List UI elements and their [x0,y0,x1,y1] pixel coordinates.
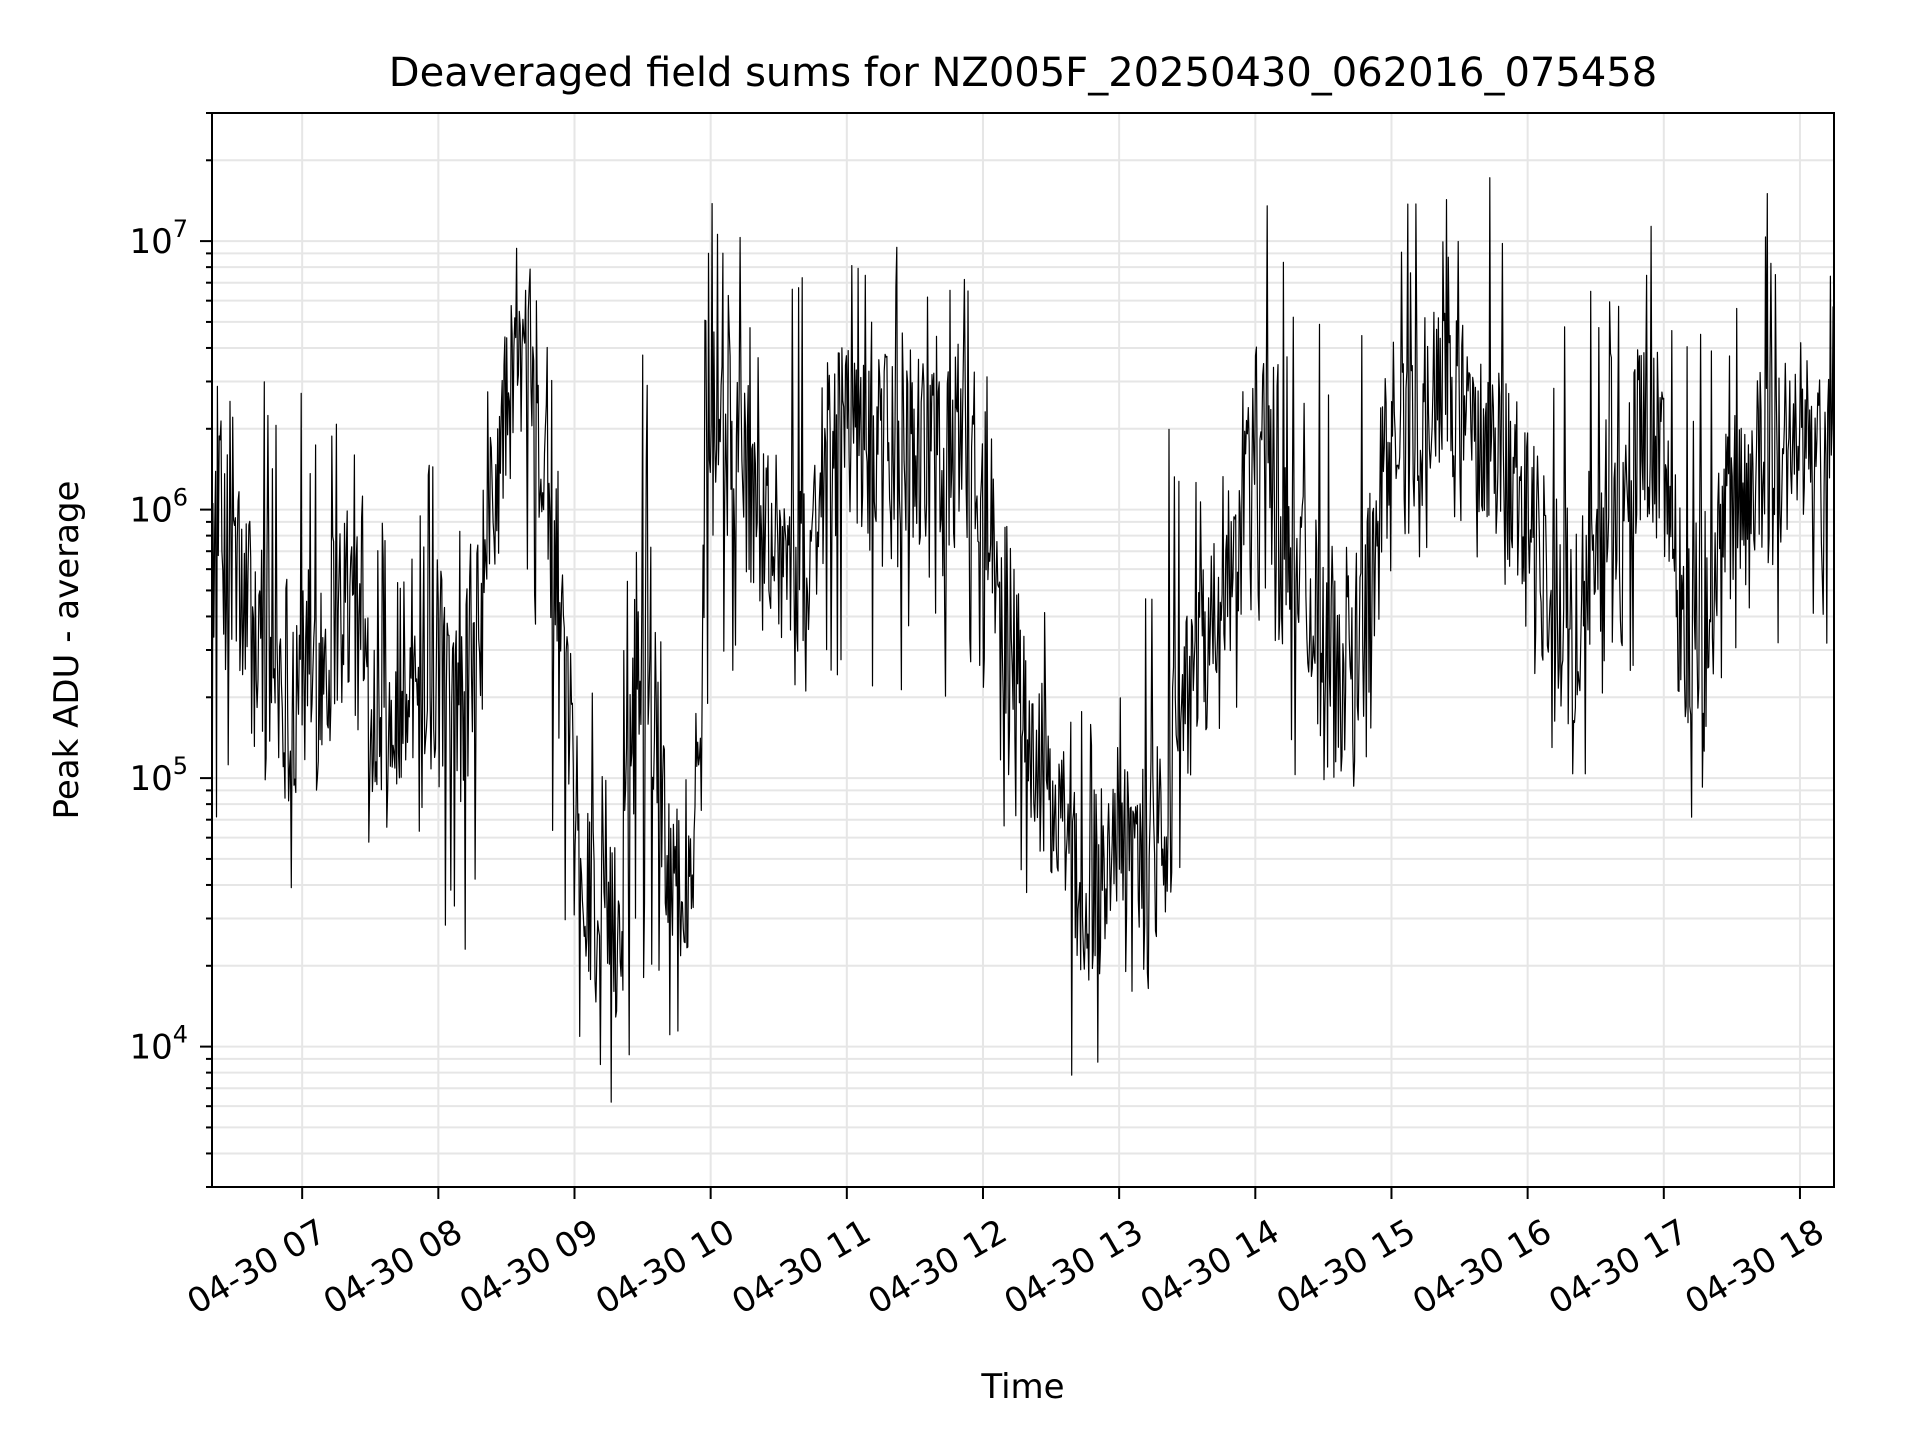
x-axis-label: Time [980,1367,1064,1407]
y-tick-label: 105 [129,752,188,799]
y-tick-label: 104 [129,1021,188,1068]
series-line [211,177,1835,1103]
y-tick-label: 106 [129,484,188,531]
data-series [211,177,1835,1103]
y-axis-label: Peak ADU - average [47,481,87,820]
y-tick-label: 107 [129,215,188,262]
chart-title: Deaveraged field sums for NZ005F_2025043… [389,50,1657,96]
